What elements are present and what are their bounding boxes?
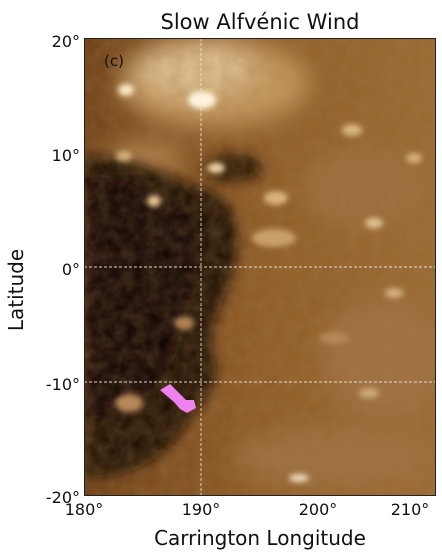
y-axis-label: Latitude: [4, 248, 28, 332]
panel-label: (c): [104, 52, 124, 70]
footpoint-highlight: [160, 384, 196, 413]
x-tick-label: 200°: [298, 500, 338, 519]
x-axis-label: Carrington Longitude: [154, 526, 366, 550]
figure-title: Slow Alfvénic Wind: [160, 10, 360, 34]
grid-lines: [84, 38, 436, 496]
x-tick-label: 180°: [64, 500, 104, 519]
plot-frame: [84, 38, 436, 496]
x-tick-label: 210°: [390, 500, 430, 519]
bright-points: [115, 84, 422, 482]
y-tick-label: 10°: [51, 146, 80, 165]
y-tick-label: -20°: [45, 488, 80, 507]
x-tick-label: 190°: [181, 500, 221, 519]
y-tick-label: -10°: [45, 375, 80, 394]
y-tick-label: 20°: [51, 32, 80, 51]
y-tick-label: 0°: [61, 260, 80, 279]
solar-map-image: [84, 38, 436, 496]
